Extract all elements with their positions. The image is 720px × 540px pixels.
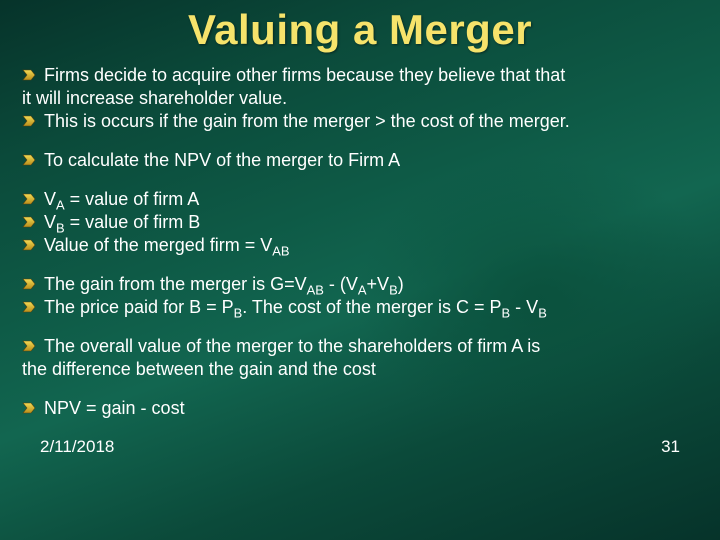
bullet-icon [22,69,36,81]
bullet-group: The gain from the merger is G=VAB - (VA+… [22,273,698,319]
bullet-line: NPV = gain - cost [22,397,698,420]
bullet-line: The price paid for B = PB. The cost of t… [22,296,698,319]
slide: Valuing a Merger Firms decide to acquire… [0,0,720,540]
bullet-icon [22,278,36,290]
bullet-group: To calculate the NPV of the merger to Fi… [22,149,698,172]
bullet-group: The overall value of the merger to the s… [22,335,698,381]
bullet-line-continuation: it will increase shareholder value. [22,87,698,110]
footer-date: 2/11/2018 [40,436,114,458]
bullet-line: Value of the merged firm = VAB [22,234,698,257]
bullet-line: VB = value of firm B [22,211,698,234]
bullet-icon [22,239,36,251]
bullet-text: The overall value of the merger to the s… [44,336,540,356]
bullet-icon [22,301,36,313]
bullet-line: VA = value of firm A [22,188,698,211]
bullet-text: VB = value of firm B [44,212,200,232]
bullet-text: VA = value of firm A [44,189,199,209]
bullet-group: Firms decide to acquire other firms beca… [22,64,698,133]
bullet-line: The overall value of the merger to the s… [22,335,698,358]
bullet-icon [22,154,36,166]
slide-title: Valuing a Merger [22,6,698,54]
bullet-text: This is occurs if the gain from the merg… [44,111,570,131]
bullet-icon [22,402,36,414]
footer-page-number: 31 [661,436,680,458]
slide-body: Firms decide to acquire other firms beca… [22,64,698,528]
bullet-icon [22,340,36,352]
bullet-text: the difference between the gain and the … [22,359,376,379]
slide-footer: 2/11/2018 31 [22,436,698,460]
bullet-icon [22,193,36,205]
bullet-line: To calculate the NPV of the merger to Fi… [22,149,698,172]
bullet-icon [22,115,36,127]
bullet-text: it will increase shareholder value. [22,88,287,108]
bullet-text: NPV = gain - cost [44,398,185,418]
bullet-text: The gain from the merger is G=VAB - (VA+… [44,274,404,294]
bullet-text: To calculate the NPV of the merger to Fi… [44,150,400,170]
bullet-text: The price paid for B = PB. The cost of t… [44,297,547,317]
bullet-text: Firms decide to acquire other firms beca… [44,65,565,85]
bullet-line: This is occurs if the gain from the merg… [22,110,698,133]
bullet-line: Firms decide to acquire other firms beca… [22,64,698,87]
bullet-text: Value of the merged firm = VAB [44,235,290,255]
bullet-group: VA = value of firm A VB = value of firm … [22,188,698,257]
bullet-line-continuation: the difference between the gain and the … [22,358,698,381]
bullet-line: The gain from the merger is G=VAB - (VA+… [22,273,698,296]
bullet-icon [22,216,36,228]
bullet-group: NPV = gain - cost [22,397,698,420]
